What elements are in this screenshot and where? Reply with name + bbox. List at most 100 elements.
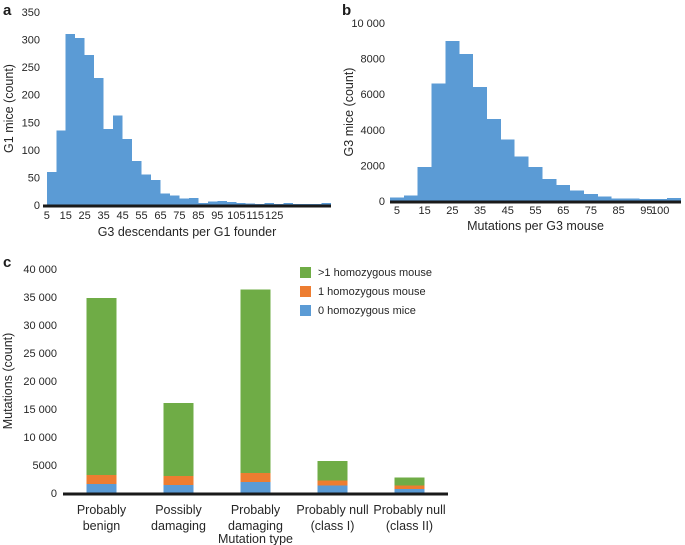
y-tick-label: 0 bbox=[379, 196, 385, 208]
stacked-bar-segment bbox=[86, 484, 117, 493]
histogram-bar bbox=[459, 54, 474, 202]
category-label-line2: damaging bbox=[228, 519, 283, 533]
histogram-bar bbox=[528, 167, 543, 201]
x-tick-label: 55 bbox=[529, 205, 541, 217]
legend-swatch bbox=[300, 286, 311, 297]
x-tick-label: 75 bbox=[173, 210, 185, 222]
y-tick-label: 250 bbox=[22, 62, 40, 74]
y-axis-title: G1 mice (count) bbox=[2, 64, 16, 153]
histogram-bar bbox=[283, 202, 294, 205]
category-label-line2: benign bbox=[83, 519, 121, 533]
histogram-bar bbox=[500, 139, 515, 201]
histogram-bar bbox=[514, 156, 529, 201]
x-tick-label: 65 bbox=[154, 210, 166, 222]
x-tick-label: 5 bbox=[394, 205, 400, 217]
y-axis-title: G3 mice (count) bbox=[342, 68, 356, 157]
y-tick-label: 2000 bbox=[361, 160, 385, 172]
y-tick-label: 10 000 bbox=[351, 18, 385, 30]
histogram-bar bbox=[487, 119, 501, 201]
y-tick-label: 0 bbox=[34, 200, 40, 212]
y-tick-label: 40 000 bbox=[23, 264, 57, 276]
histogram-bar bbox=[103, 128, 114, 205]
histogram-bar bbox=[639, 199, 654, 201]
histogram-bar bbox=[274, 203, 284, 205]
histogram-bar bbox=[75, 37, 85, 205]
stacked-bar-segment bbox=[86, 475, 117, 485]
histogram-bar bbox=[570, 190, 584, 201]
y-tick-label: 4000 bbox=[361, 125, 385, 137]
x-tick-label: 45 bbox=[116, 210, 128, 222]
y-tick-label: 8000 bbox=[361, 54, 385, 66]
y-tick-label: 6000 bbox=[361, 89, 385, 101]
y-tick-label: 200 bbox=[22, 90, 40, 102]
stacked-bar-segment bbox=[394, 489, 425, 493]
histogram-bar bbox=[542, 178, 557, 201]
histogram-bar bbox=[611, 198, 626, 201]
y-axis-title: Mutations (count) bbox=[1, 333, 15, 430]
category-label-line1: Probably null bbox=[373, 503, 445, 517]
stacked-bar-segment bbox=[240, 289, 271, 473]
histogram-bar bbox=[46, 171, 57, 205]
y-tick-label: 10 000 bbox=[23, 432, 57, 444]
histogram-bar bbox=[188, 197, 199, 205]
legend-label: 0 homozygous mice bbox=[318, 305, 416, 317]
stacked-bar-segment bbox=[317, 461, 348, 481]
histogram-bar bbox=[625, 198, 640, 201]
y-tick-label: 20 000 bbox=[23, 376, 57, 388]
stacked-bar-segment bbox=[240, 472, 271, 482]
x-tick-label: 35 bbox=[474, 205, 486, 217]
y-tick-label: 25 000 bbox=[23, 348, 57, 360]
histogram-bar bbox=[403, 195, 418, 201]
x-tick-label: 15 bbox=[60, 210, 72, 222]
histogram-bar bbox=[160, 193, 170, 205]
chart-b-histogram: 0 2000 4000 6000 8000 10 000 5 15 25 35 45 55 65 75 85… bbox=[342, 18, 681, 233]
x-tick-label: 75 bbox=[585, 205, 597, 217]
histogram-bar bbox=[217, 201, 227, 205]
x-tick-label: 115 bbox=[246, 210, 264, 222]
histogram-bar bbox=[264, 202, 275, 205]
histogram-bar bbox=[431, 83, 446, 201]
category-label-line1: Probably bbox=[231, 503, 281, 517]
histogram-bar bbox=[113, 115, 123, 205]
histogram-bar bbox=[56, 130, 66, 205]
x-tick-label: 45 bbox=[502, 205, 514, 217]
category-label-line2: (class II) bbox=[386, 519, 433, 533]
histogram-bar bbox=[312, 203, 322, 205]
x-tick-label: 85 bbox=[613, 205, 625, 217]
x-tick-label: 105 bbox=[227, 210, 245, 222]
stacked-bar-segment bbox=[317, 480, 348, 486]
histogram-bar bbox=[321, 202, 331, 205]
y-tick-label: 350 bbox=[22, 7, 40, 19]
x-tick-label: 85 bbox=[192, 210, 204, 222]
histogram-bar bbox=[169, 195, 180, 205]
histogram-bar bbox=[417, 167, 432, 201]
stacked-bar-segment bbox=[86, 298, 117, 476]
x-tick-label: 125 bbox=[265, 210, 283, 222]
y-tick-label: 30 000 bbox=[23, 320, 57, 332]
stacked-bar-segment bbox=[240, 481, 271, 493]
x-tick-label: 100 bbox=[651, 205, 669, 217]
y-tick-label: 100 bbox=[22, 145, 40, 157]
y-tick-label: 150 bbox=[22, 117, 40, 129]
histogram-bar bbox=[245, 203, 256, 205]
legend-swatch bbox=[300, 305, 311, 316]
histogram-bar bbox=[556, 184, 571, 201]
stacked-bar-segment bbox=[317, 485, 348, 493]
x-axis-title: G3 descendants per G1 founder bbox=[98, 225, 277, 239]
stacked-bar-segment bbox=[394, 477, 425, 486]
y-tick-label: 50 bbox=[28, 172, 40, 184]
category-label-line1: Probably bbox=[77, 503, 127, 517]
histogram-bar bbox=[179, 198, 189, 205]
legend-swatch bbox=[300, 267, 311, 278]
y-tick-label: 5000 bbox=[33, 460, 57, 472]
x-tick-label: 15 bbox=[419, 205, 431, 217]
histogram-bar bbox=[473, 87, 487, 201]
histogram-bar bbox=[94, 78, 104, 205]
histogram-bar bbox=[226, 202, 237, 205]
x-tick-label: 65 bbox=[557, 205, 569, 217]
category-label-line2: damaging bbox=[151, 519, 206, 533]
histogram-bar bbox=[122, 138, 133, 205]
x-tick-label: 5 bbox=[44, 210, 50, 222]
histogram-bar bbox=[65, 34, 76, 206]
y-tick-label: 35 000 bbox=[23, 292, 57, 304]
